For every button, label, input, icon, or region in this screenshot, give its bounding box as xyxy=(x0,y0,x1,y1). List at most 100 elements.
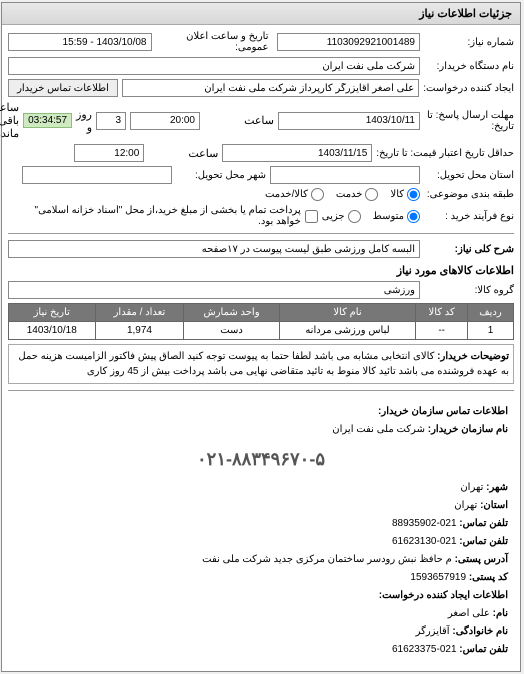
row-deadline: مهلت ارسال پاسخ: تا تاریخ: ساعت روز و 03… xyxy=(9,101,515,140)
publicdate-label: تاریخ و ساعت اعلان عمومی: xyxy=(157,31,270,53)
cell: لباس ورزشی مردانه xyxy=(280,322,417,340)
publicdate-input[interactable] xyxy=(9,33,153,51)
col-1: کد کالا xyxy=(417,304,469,322)
radio-small-input[interactable] xyxy=(349,210,362,223)
ccity-value: تهران xyxy=(461,482,484,493)
row-desc: شرح کلی نیاز: xyxy=(9,240,515,258)
col-3: واحد شمارش xyxy=(185,304,280,322)
desc-input[interactable] xyxy=(9,240,421,258)
radio-goods[interactable]: کالا xyxy=(391,188,421,201)
goods-table: ردیف کد کالا نام کالا واحد شمارش تعداد /… xyxy=(9,303,515,340)
deadline-time-label: ساعت xyxy=(205,114,275,127)
province-label: استان محل تحویل: xyxy=(425,170,515,181)
ccity-label: شهر: xyxy=(487,482,509,493)
goods-section-title: اطلاعات کالاهای مورد نیاز xyxy=(9,264,515,277)
big-phone: ۰۲۱-۸۸۳۴۹۶۷۰-۵ xyxy=(15,443,509,475)
paynote-wrap: پرداخت تمام یا بخشی از مبلغ خرید،از محل … xyxy=(9,205,319,227)
row-reqno: شماره نیاز: تاریخ و ساعت اعلان عمومی: xyxy=(9,31,515,53)
valid-time[interactable] xyxy=(75,144,145,162)
city-input[interactable] xyxy=(23,166,173,184)
phone-value: 021-61623375 xyxy=(393,644,458,655)
details-panel: جزئیات اطلاعات نیاز شماره نیاز: تاریخ و … xyxy=(2,2,522,672)
row-buyer: نام دستگاه خریدار: xyxy=(9,57,515,75)
addr-label: آدرس پستی: xyxy=(456,554,509,565)
row-group: گروه کالا: xyxy=(9,281,515,299)
deadline-date[interactable] xyxy=(279,112,421,130)
row-requester: ایجاد کننده درخواست: اطلاعات تماس خریدار xyxy=(9,79,515,97)
requester-label: ایجاد کننده درخواست: xyxy=(424,83,515,94)
buyer-input[interactable] xyxy=(9,57,421,75)
process-label: نوع فرآیند خرید : xyxy=(425,211,515,222)
org-value: شرکت ملی نفت ایران xyxy=(333,424,426,435)
valid-time-label: ساعت xyxy=(149,147,219,160)
city-label: شهر محل تحویل: xyxy=(177,170,267,181)
cell: 1403/10/18 xyxy=(10,322,97,340)
radio-both[interactable]: کالا/خدمت xyxy=(266,188,325,201)
org-label: نام سازمان خریدار: xyxy=(429,424,509,435)
row-province: استان محل تحویل: شهر محل تحویل: xyxy=(9,166,515,184)
deadline-time[interactable] xyxy=(131,112,201,130)
desc-label: شرح کلی نیاز: xyxy=(425,244,515,255)
process-radios: متوسط جزیی xyxy=(323,210,421,223)
requester-input[interactable] xyxy=(123,79,420,97)
days-input[interactable] xyxy=(97,112,127,130)
reqno-input[interactable] xyxy=(278,33,422,51)
contact-block: اطلاعات تماس سازمان خریدار: نام سازمان خ… xyxy=(9,397,515,665)
col-4: تعداد / مقدار xyxy=(96,304,185,322)
days-label: روز و xyxy=(77,108,93,134)
row-valid: حداقل تاریخ اعتبار قیمت: تا تاریخ: ساعت xyxy=(9,144,515,162)
table-row[interactable]: 1 -- لباس ورزشی مردانه دست 1,974 1403/10… xyxy=(10,322,515,340)
radio-small[interactable]: جزیی xyxy=(323,210,362,223)
lname-value: آقایزرگر xyxy=(417,626,451,637)
col-0: ردیف xyxy=(469,304,515,322)
paynote-checkbox[interactable] xyxy=(306,210,319,223)
radio-both-input[interactable] xyxy=(312,188,325,201)
buyer-label: نام دستگاه خریدار: xyxy=(425,61,515,72)
tel1-label: تلفن تماس: xyxy=(460,518,509,529)
panel-title: جزئیات اطلاعات نیاز xyxy=(3,3,521,25)
radio-med[interactable]: متوسط xyxy=(374,210,421,223)
phone-label: تلفن تماس: xyxy=(460,644,509,655)
cell: 1,974 xyxy=(96,322,185,340)
form-body: شماره نیاز: تاریخ و ساعت اعلان عمومی: نا… xyxy=(3,25,521,671)
row-process: نوع فرآیند خرید : متوسط جزیی پرداخت تمام… xyxy=(9,205,515,227)
province-input[interactable] xyxy=(271,166,421,184)
valid-date[interactable] xyxy=(223,144,373,162)
radio-med-input[interactable] xyxy=(408,210,421,223)
category-label: طبقه بندی موضوعی: xyxy=(425,189,515,200)
tel1-value: 021-88935902 xyxy=(393,518,458,529)
cell: دست xyxy=(185,322,280,340)
paynote-text: پرداخت تمام یا بخشی از مبلغ خرید،از محل … xyxy=(9,205,302,227)
reqno-label: شماره نیاز: xyxy=(425,37,515,48)
notes-box: توضیحات خریدار: کالای انتخابی مشابه می ب… xyxy=(9,344,515,384)
lname-label: نام خانوادگی: xyxy=(453,626,509,637)
radio-service-input[interactable] xyxy=(366,188,379,201)
contact-button[interactable]: اطلاعات تماس خریدار xyxy=(9,79,119,97)
post-value: 1593657919 xyxy=(411,572,467,583)
creator-title: اطلاعات ایجاد کننده درخواست: xyxy=(15,587,509,605)
goods-header-row: ردیف کد کالا نام کالا واحد شمارش تعداد /… xyxy=(10,304,515,322)
cprov-value: تهران xyxy=(455,500,478,511)
addr-value: م حافظ نبش رودسر ساختمان مرکزی جدید شرکت… xyxy=(203,554,453,565)
row-category: طبقه بندی موضوعی: کالا خدمت کالا/خدمت xyxy=(9,188,515,201)
post-label: کد پستی: xyxy=(470,572,509,583)
radio-goods-input[interactable] xyxy=(408,188,421,201)
cprov-label: استان: xyxy=(481,500,509,511)
countdown: 03:34:57 xyxy=(24,113,73,128)
deadline-label: مهلت ارسال پاسخ: تا تاریخ: xyxy=(425,110,515,132)
group-input[interactable] xyxy=(9,281,421,299)
contact-title: اطلاعات تماس سازمان خریدار: xyxy=(15,403,509,421)
remain-label: ساعت باقی مانده xyxy=(0,101,20,140)
group-label: گروه کالا: xyxy=(425,285,515,296)
col-2: نام کالا xyxy=(280,304,417,322)
tel2-label: تلفن تماس: xyxy=(460,536,509,547)
cell: 1 xyxy=(469,322,515,340)
valid-label: حداقل تاریخ اعتبار قیمت: تا تاریخ: xyxy=(377,148,515,159)
notes-label: توضیحات خریدار: xyxy=(438,351,510,362)
cell: -- xyxy=(417,322,469,340)
name-value: علی اصغر xyxy=(449,608,491,619)
category-radios: کالا خدمت کالا/خدمت xyxy=(266,188,421,201)
name-label: نام: xyxy=(494,608,509,619)
notes-text: کالای انتخابی مشابه می باشد لطفا حتما به… xyxy=(19,351,510,377)
radio-service[interactable]: خدمت xyxy=(337,188,380,201)
